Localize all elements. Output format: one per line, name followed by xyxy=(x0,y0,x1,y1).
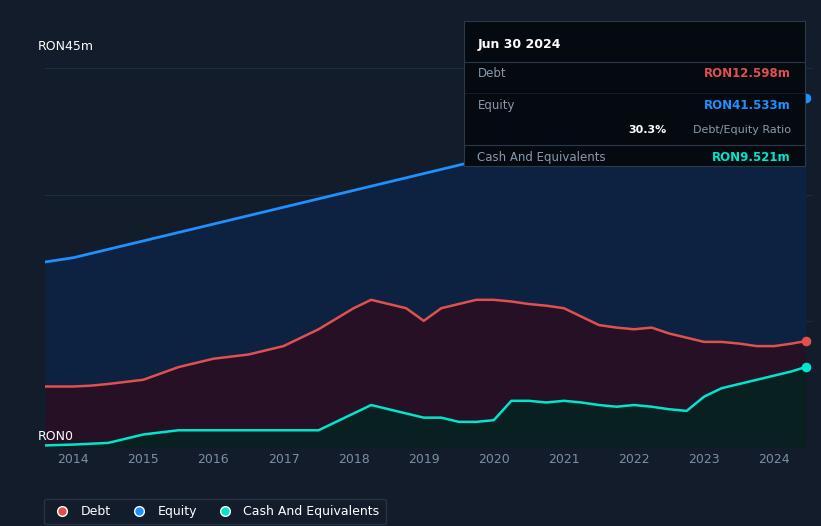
Text: 30.3%: 30.3% xyxy=(628,125,667,135)
Text: Cash And Equivalents: Cash And Equivalents xyxy=(478,151,606,164)
Point xyxy=(799,337,812,345)
Text: Debt/Equity Ratio: Debt/Equity Ratio xyxy=(693,125,791,135)
Point xyxy=(799,93,812,102)
Text: RON9.521m: RON9.521m xyxy=(713,151,791,164)
Text: Debt: Debt xyxy=(478,67,506,80)
Point xyxy=(799,363,812,371)
Text: RON41.533m: RON41.533m xyxy=(704,99,791,112)
Text: RON0: RON0 xyxy=(38,430,73,443)
Text: Equity: Equity xyxy=(478,99,515,112)
Text: RON12.598m: RON12.598m xyxy=(704,67,791,80)
Legend: Debt, Equity, Cash And Equivalents: Debt, Equity, Cash And Equivalents xyxy=(44,499,386,524)
Text: RON45m: RON45m xyxy=(38,40,94,53)
Text: Jun 30 2024: Jun 30 2024 xyxy=(478,38,561,52)
